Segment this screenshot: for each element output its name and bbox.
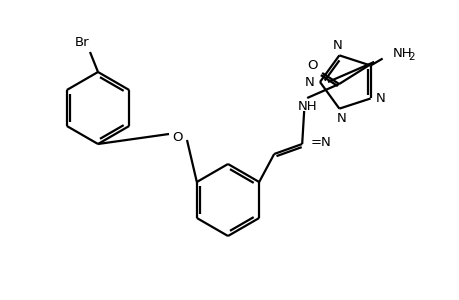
Text: O: O: [173, 130, 183, 143]
Text: NH: NH: [392, 47, 411, 60]
Text: NH: NH: [297, 100, 316, 112]
Text: N: N: [336, 112, 346, 125]
Text: O: O: [306, 58, 317, 71]
Text: N: N: [332, 39, 341, 52]
Text: N: N: [375, 92, 385, 105]
Text: Br: Br: [74, 35, 89, 49]
Text: =N: =N: [309, 136, 330, 148]
Text: N: N: [304, 76, 314, 88]
Text: 2: 2: [408, 52, 414, 61]
